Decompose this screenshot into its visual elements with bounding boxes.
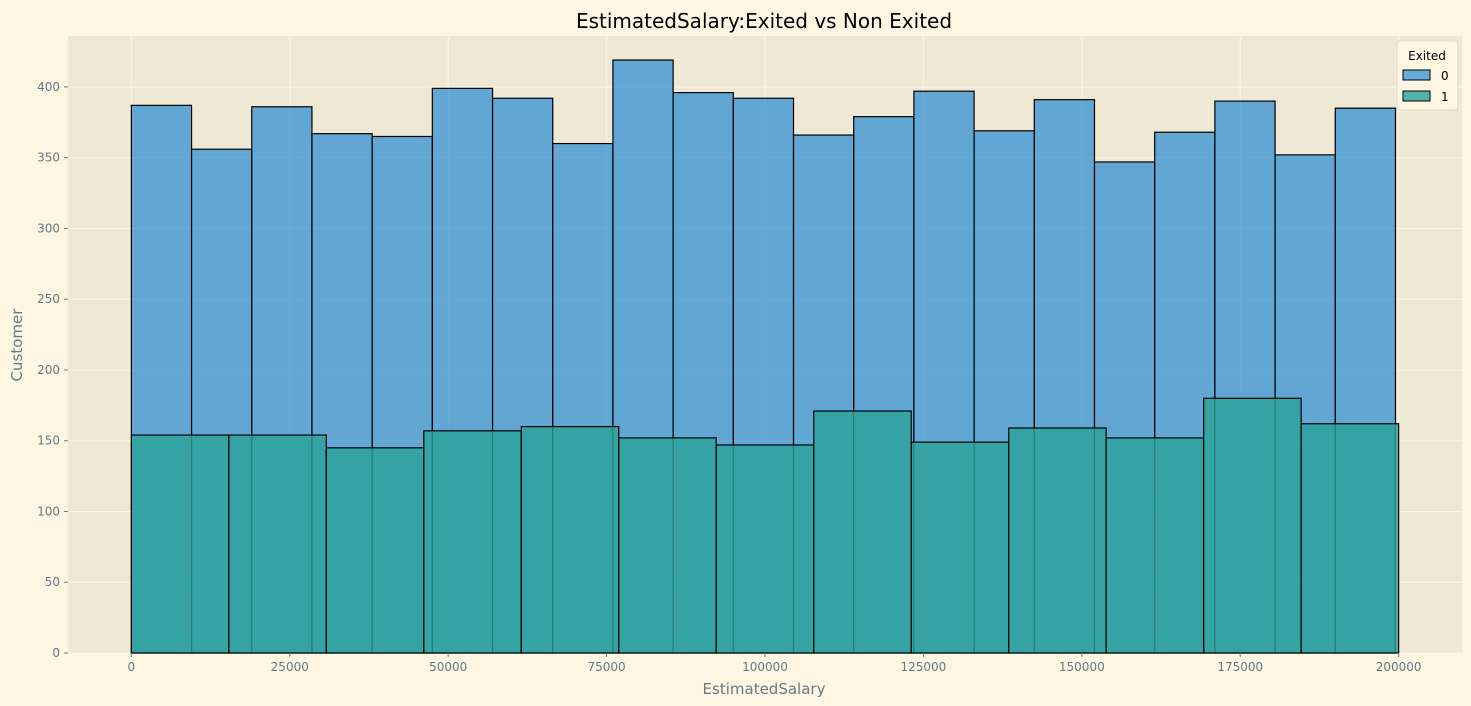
bar-series-1	[520, 425, 620, 654]
legend-label-0: 0	[1441, 69, 1449, 83]
bar-series-1	[1105, 437, 1205, 654]
bar-series-1	[423, 430, 522, 654]
bar-series-1	[325, 447, 425, 654]
bar-series-1	[1300, 423, 1400, 654]
x-tick-label: 100000	[742, 660, 788, 674]
bar-series-1	[715, 444, 815, 654]
legend-swatch-1	[1402, 90, 1431, 102]
y-tick-label: 0	[52, 646, 60, 660]
legend-swatch-0	[1402, 69, 1431, 81]
x-axis-label: EstimatedSalary	[703, 680, 826, 698]
y-axis-label: Customer	[8, 308, 26, 382]
x-tick-label: 175000	[1217, 660, 1263, 674]
y-tick-label: 100	[37, 504, 60, 518]
x-axis-ticks: 0 25000 50000 75000 100000 125000 150000 175000…	[128, 653, 1422, 674]
y-tick-label: 200	[37, 363, 60, 377]
y-tick-label: 250	[37, 292, 60, 306]
y-axis-ticks: 0 50 100 150 200 250 300 350 400	[37, 80, 68, 660]
chart-title: EstimatedSalary:Exited vs Non Exited	[576, 9, 952, 33]
bar-series-1	[813, 410, 912, 654]
y-tick-label: 50	[45, 575, 60, 589]
legend-label-1: 1	[1441, 90, 1449, 104]
bar-series-1	[130, 434, 230, 654]
series-1-bars	[130, 397, 1400, 654]
bar-series-1	[910, 441, 1010, 654]
x-tick-label: 150000	[1059, 660, 1105, 674]
legend: Exited 0 1	[1396, 40, 1459, 111]
x-tick-label: 25000	[271, 660, 309, 674]
x-tick-label: 75000	[587, 660, 625, 674]
bar-series-1	[1008, 427, 1107, 654]
x-tick-label: 50000	[429, 660, 467, 674]
bar-series-1	[228, 434, 327, 654]
bar-series-1	[618, 437, 717, 654]
legend-title: Exited	[1408, 49, 1446, 63]
y-tick-label: 400	[37, 80, 60, 94]
bar-series-1	[1203, 397, 1302, 654]
x-tick-label: 200000	[1376, 660, 1422, 674]
y-tick-label: 300	[37, 221, 60, 235]
y-tick-label: 150	[37, 434, 60, 448]
x-tick-label: 125000	[901, 660, 947, 674]
x-tick-label: 0	[128, 660, 136, 674]
y-tick-label: 350	[37, 151, 60, 165]
